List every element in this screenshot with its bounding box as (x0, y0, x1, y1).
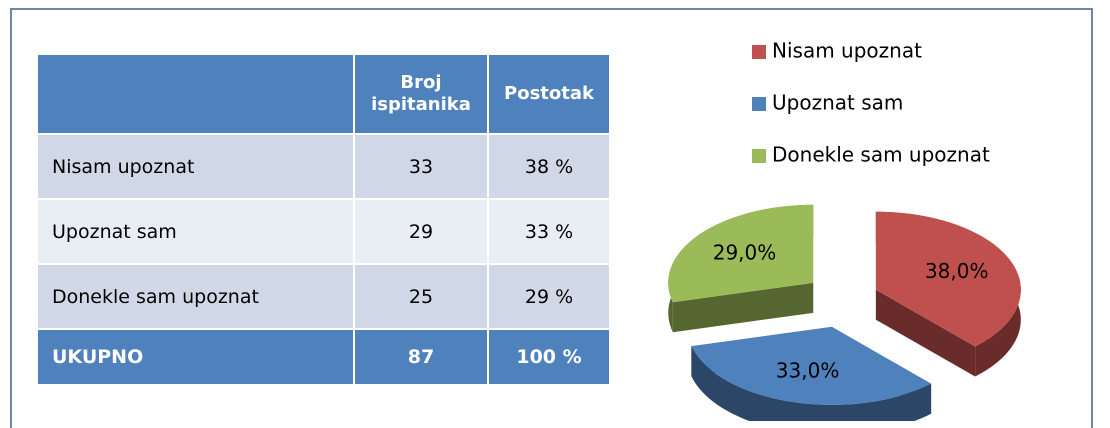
table-row: Upoznat sam 29 33 % (38, 199, 611, 265)
total-cell: 100 % (488, 329, 611, 386)
header-cell: Broj ispitanika (354, 55, 489, 135)
total-cell: UKUPNO (38, 329, 355, 386)
table-cell: 25 (354, 264, 489, 330)
pie-side (875, 289, 976, 377)
table: Broj ispitanika Postotak Nisam upoznat 33… (38, 55, 611, 386)
header-row: Broj ispitanika Postotak (38, 55, 611, 135)
table-cell: 38 % (488, 134, 611, 200)
table-row: Nisam upoznat 33 38 % (38, 134, 611, 200)
pie-side (691, 346, 932, 421)
legend-label: Nisam upoznat (772, 39, 922, 63)
header-cell: Postotak (488, 55, 611, 135)
table-cell: 33 % (488, 199, 611, 265)
table-cell: 29 (354, 199, 489, 265)
table-cell: 29 % (488, 264, 611, 330)
legend-swatch (752, 97, 766, 111)
legend-swatch (752, 149, 766, 163)
total-row: UKUPNO 87 100 % (38, 329, 611, 386)
data-label: 29,0% (713, 241, 777, 265)
header-empty (38, 55, 355, 135)
table-cell: Donekle sam upoznat (38, 264, 355, 330)
total-cell: 87 (354, 329, 489, 386)
legend-label: Upoznat sam (772, 91, 903, 115)
table-cell: Upoznat sam (38, 199, 355, 265)
legend-label: Donekle sam upoznat (772, 143, 990, 167)
pie-slice (691, 326, 932, 405)
data-label: 33,0% (776, 358, 840, 382)
pie-slice (875, 211, 1021, 347)
pie-slice (668, 204, 814, 303)
table-cell: 33 (354, 134, 489, 200)
table-cell: Nisam upoznat (38, 134, 355, 200)
legend-swatch (752, 45, 766, 59)
frame (10, 8, 1093, 428)
table-row: Donekle sam upoznat 25 29 % (38, 264, 611, 330)
pie-side (672, 282, 814, 333)
data-label: 38,0% (925, 259, 989, 283)
